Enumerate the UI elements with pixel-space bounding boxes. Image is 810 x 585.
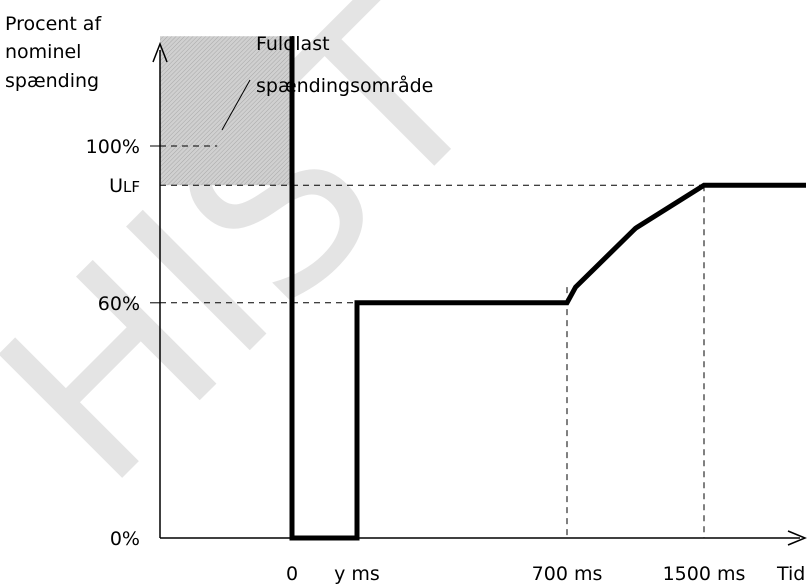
- voltage-series-line: [289, 36, 806, 541]
- y-axis-label-line-2: nominel: [5, 41, 81, 63]
- x-axis-label: Tid: [776, 563, 805, 585]
- x-tick-labels: 0 y ms 700 ms 1500 ms: [286, 563, 745, 585]
- y-axis-arrow: [152, 41, 168, 63]
- y-tick-label: 60%: [98, 293, 140, 315]
- x-axis-arrow: [787, 530, 807, 546]
- y-tick-label: 0%: [110, 528, 140, 550]
- ulf-main: U: [109, 175, 123, 197]
- full-load-voltage-region: [160, 36, 292, 186]
- reference-lines: [160, 145, 806, 538]
- x-tick-label: 1500 ms: [663, 563, 746, 585]
- y-tick-labels: 0% 60% 100%: [86, 136, 160, 550]
- x-tick-label: 0: [286, 563, 298, 585]
- annotation-leader: [221, 79, 251, 131]
- y-axis-label-line-1: Procent af: [5, 13, 102, 35]
- x-tick-label: 700 ms: [532, 563, 603, 585]
- x-tick-label: y ms: [334, 563, 380, 585]
- ulf-tick-label: ULF: [109, 175, 140, 197]
- y-tick-label: 100%: [86, 136, 140, 158]
- ulf-subscript: LF: [123, 178, 140, 196]
- y-axis-label-line-3: spænding: [5, 70, 99, 92]
- annotation-line-2: spændingsområde: [256, 74, 433, 97]
